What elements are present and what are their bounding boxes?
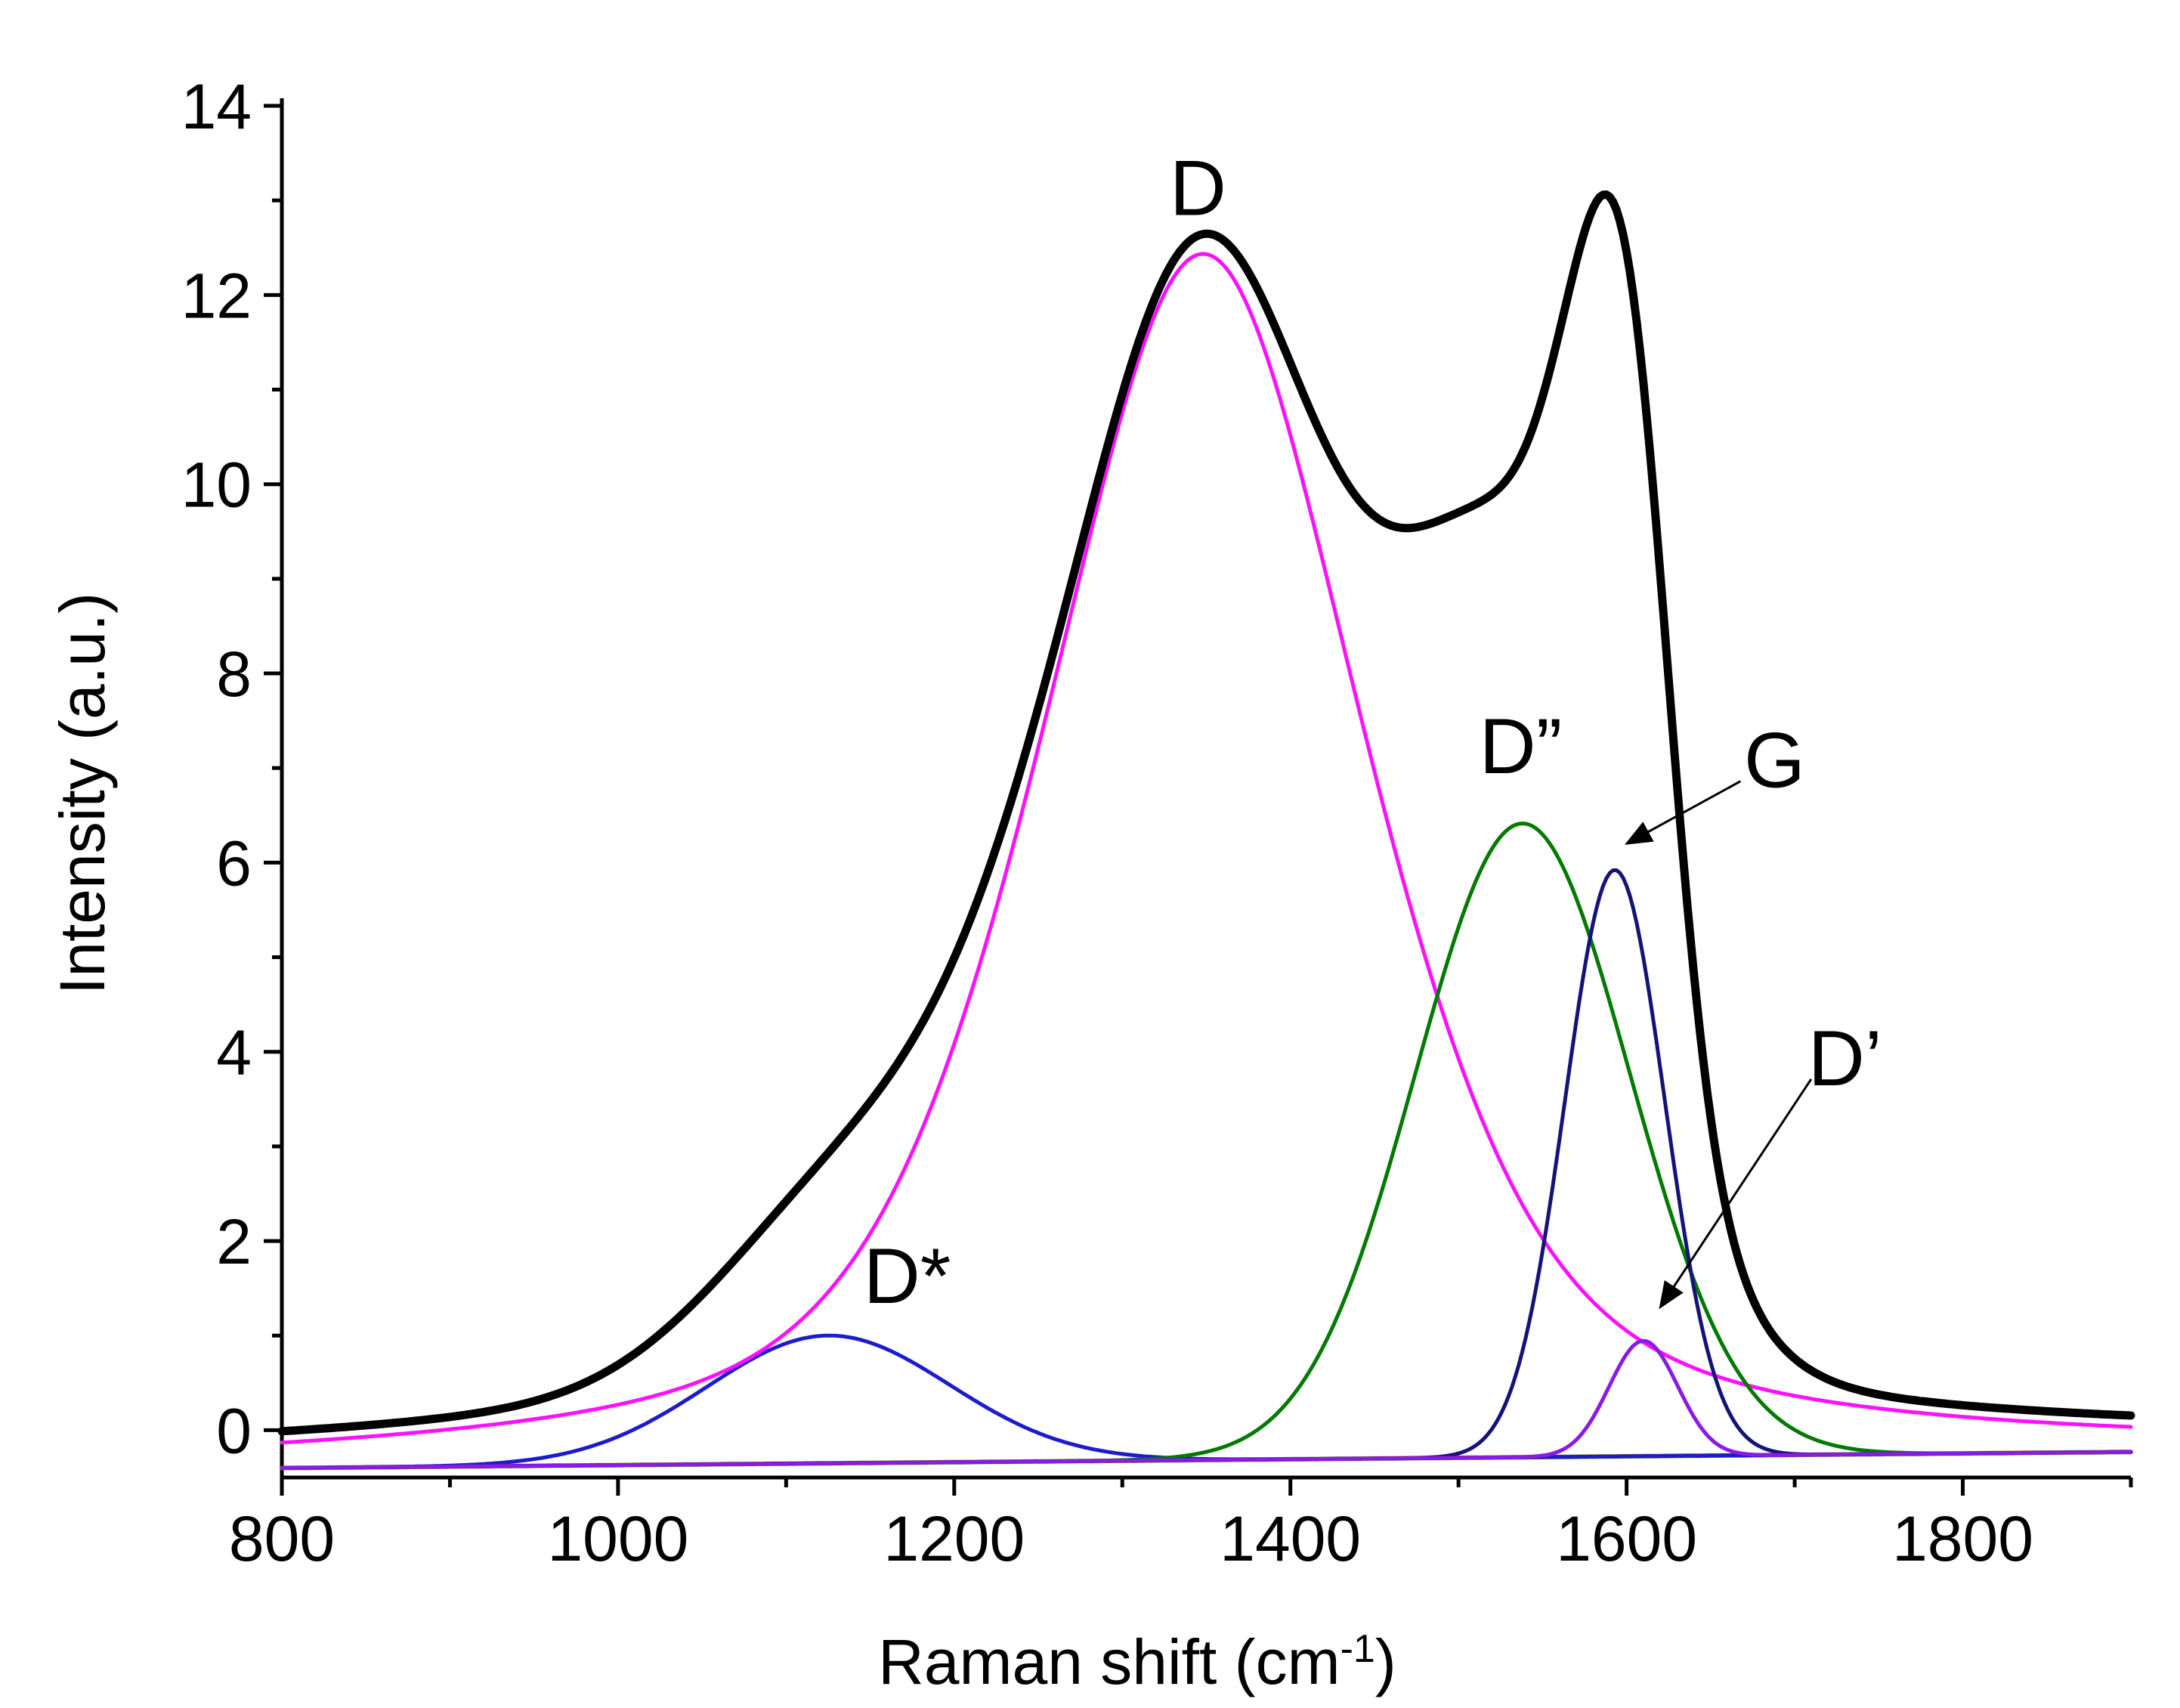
- x-axis-title-main: Raman shift (cm: [878, 1626, 1340, 1697]
- y-tick-label: 14: [181, 71, 252, 142]
- d-band-curve: [280, 822, 2133, 1470]
- x-tick-label: 1200: [883, 1503, 1025, 1574]
- peak-label-d: D: [1170, 144, 1226, 232]
- x-tick-label: 1400: [1220, 1503, 1361, 1574]
- y-tick-label: 4: [216, 1017, 252, 1088]
- arrow-dprime: [1659, 1078, 1813, 1310]
- peak-label-dstar: D*: [864, 1233, 951, 1320]
- x-tick-label: 1800: [1892, 1503, 2033, 1574]
- y-tick-label: 2: [216, 1206, 252, 1277]
- curves: [277, 190, 2135, 1471]
- y-tick-label: 12: [181, 260, 252, 331]
- x-axis-title-superscript: -1: [1340, 1627, 1375, 1671]
- x-axis-title: Raman shift (cm-1): [878, 1626, 1396, 1697]
- annotations: D D* D” G D’: [864, 144, 1882, 1320]
- peak-label-ddouble-prime: D”: [1480, 703, 1563, 791]
- d-band-curve: [280, 252, 2133, 1445]
- y-tick-label: 8: [216, 639, 252, 710]
- x-tick-label: 1600: [1556, 1503, 1697, 1574]
- x-axis-title-suffix: ): [1375, 1626, 1396, 1697]
- d-band-curve: [280, 1338, 2133, 1470]
- y-axis-title: Intensity (a.u.): [47, 593, 118, 995]
- axes: 800 1000 1200 1400 1600 1800 0 2 4 6 8 10 12 14: [181, 71, 2133, 1574]
- arrow-g: [1625, 780, 1742, 845]
- x-tick-label: 1000: [547, 1503, 688, 1574]
- y-tick-label: 0: [216, 1395, 252, 1466]
- g-band-curve: [280, 868, 2133, 1470]
- x-tick-label: 800: [229, 1503, 335, 1574]
- peak-label-g: G: [1744, 717, 1805, 805]
- peak-label-dprime: D’: [1808, 1015, 1882, 1103]
- y-tick-label: 10: [181, 450, 252, 521]
- cumulative-fit-curve: [277, 190, 2135, 1436]
- y-tick-label: 6: [216, 828, 252, 899]
